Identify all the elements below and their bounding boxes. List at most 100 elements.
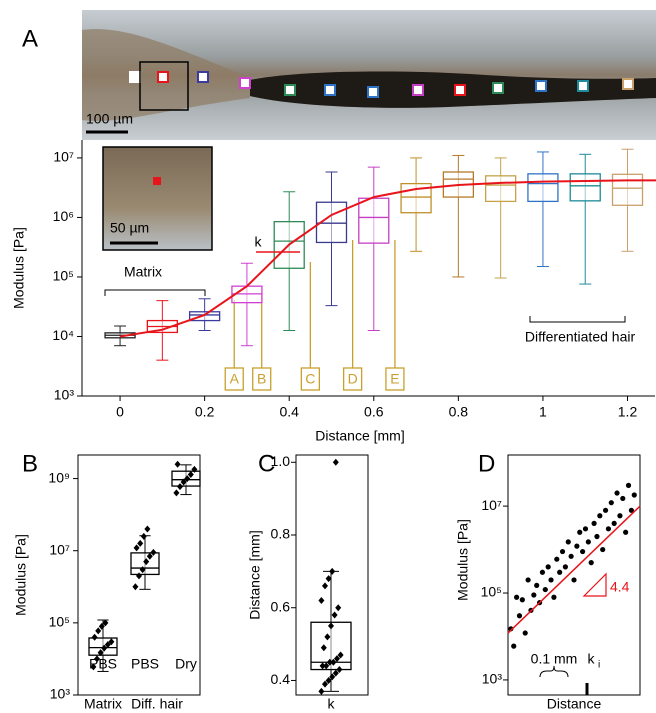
y-tick-label: 10⁷	[49, 541, 70, 557]
data-point	[628, 507, 634, 513]
box	[273, 220, 305, 269]
matrix-bracket	[104, 289, 206, 296]
data-point	[525, 577, 531, 583]
roi-marker	[239, 77, 251, 89]
panel-letter: C	[258, 450, 275, 477]
data-point	[94, 655, 100, 663]
scale-brace	[539, 665, 569, 678]
stage-box	[385, 367, 405, 391]
panel-letter: D	[478, 450, 495, 477]
data-point	[139, 566, 146, 574]
data-point	[545, 564, 551, 570]
group-label: PBS	[89, 656, 117, 672]
data-point	[108, 638, 115, 646]
y-tick-label: 10⁴	[52, 327, 74, 343]
y-tick-label: 10⁵	[49, 614, 70, 630]
data-point	[144, 525, 151, 533]
data-point	[322, 582, 328, 590]
roi-marker	[157, 71, 169, 83]
data-point	[332, 458, 339, 466]
data-point	[519, 597, 525, 603]
data-point	[577, 529, 583, 535]
box	[358, 197, 390, 244]
roi-marker	[454, 84, 466, 96]
inset-image	[102, 146, 213, 251]
data-point	[608, 500, 614, 506]
data-point	[146, 552, 153, 560]
x-tick-label: 1	[539, 404, 547, 420]
data-point	[539, 569, 546, 575]
data-point	[335, 604, 342, 612]
data-point	[594, 533, 600, 540]
data-point	[140, 532, 147, 540]
data-point	[522, 630, 528, 636]
hair-bracket	[529, 316, 626, 323]
data-point	[508, 626, 514, 632]
x-axis-label: Distance [mm]	[315, 428, 404, 444]
x-tick-label: Matrix	[84, 696, 122, 712]
y-tick-label: 10⁷	[53, 149, 74, 165]
k-label: k	[588, 651, 596, 667]
data-point	[568, 553, 574, 559]
data-point	[322, 680, 328, 688]
data-point	[614, 490, 620, 496]
roi-marker	[129, 71, 141, 83]
stage-label: D	[348, 371, 358, 387]
data-point	[582, 526, 589, 532]
y-tick-label: 10⁵	[53, 268, 74, 284]
data-point	[97, 649, 104, 657]
slope-label: 4.4	[610, 579, 630, 595]
panel-letter: A	[22, 25, 38, 52]
data-point	[625, 482, 632, 488]
data-point	[602, 507, 609, 513]
y-tick-label: 10⁵	[481, 584, 502, 600]
group-label: PBS	[131, 656, 159, 672]
data-point	[320, 644, 327, 652]
k-subscript: i	[598, 660, 600, 671]
roi-marker	[622, 78, 634, 90]
stage-label: A	[230, 371, 240, 387]
box	[484, 175, 517, 203]
data-point	[174, 460, 181, 468]
data-point	[557, 569, 563, 575]
data-point	[591, 520, 597, 527]
data-point	[597, 513, 603, 519]
data-point	[329, 673, 336, 681]
roi-marker	[197, 71, 209, 83]
data-point	[318, 596, 325, 604]
fit-line	[507, 505, 641, 634]
data-point	[554, 556, 560, 562]
data-point	[328, 622, 334, 630]
data-point	[559, 548, 566, 555]
data-point	[173, 489, 180, 497]
x-tick-label: k	[328, 696, 336, 712]
y-tick-label: 10³	[482, 671, 503, 687]
data-point	[137, 539, 144, 547]
inset-marker	[153, 177, 161, 185]
hair-label: Differentiated hair	[525, 329, 636, 345]
data-point	[331, 611, 338, 619]
y-axis-label: Modulus [Pa]	[11, 227, 27, 309]
data-point	[330, 658, 337, 666]
roi-marker	[284, 84, 296, 96]
data-point	[319, 662, 326, 670]
x-tick-label: 0.8	[449, 404, 469, 420]
y-tick-label: 0.8	[271, 526, 291, 542]
y-axis-label: Distance [mm]	[247, 530, 263, 619]
k-label: k	[255, 234, 263, 250]
data-point	[548, 577, 554, 583]
box	[611, 173, 644, 206]
stage-box	[342, 367, 363, 391]
data-point	[132, 583, 139, 591]
data-point	[102, 619, 109, 627]
x-tick-label: 0.2	[195, 404, 215, 420]
y-axis-label: Modulus [Pa]	[455, 519, 471, 601]
roi-marker	[324, 84, 336, 96]
data-point	[580, 548, 586, 555]
x-tick-label: 0.4	[279, 404, 299, 420]
roi-marker	[577, 80, 589, 92]
data-point	[95, 627, 102, 635]
scale-label: 0.1 mm	[531, 651, 578, 667]
data-point	[620, 495, 626, 502]
data-point	[511, 643, 517, 649]
